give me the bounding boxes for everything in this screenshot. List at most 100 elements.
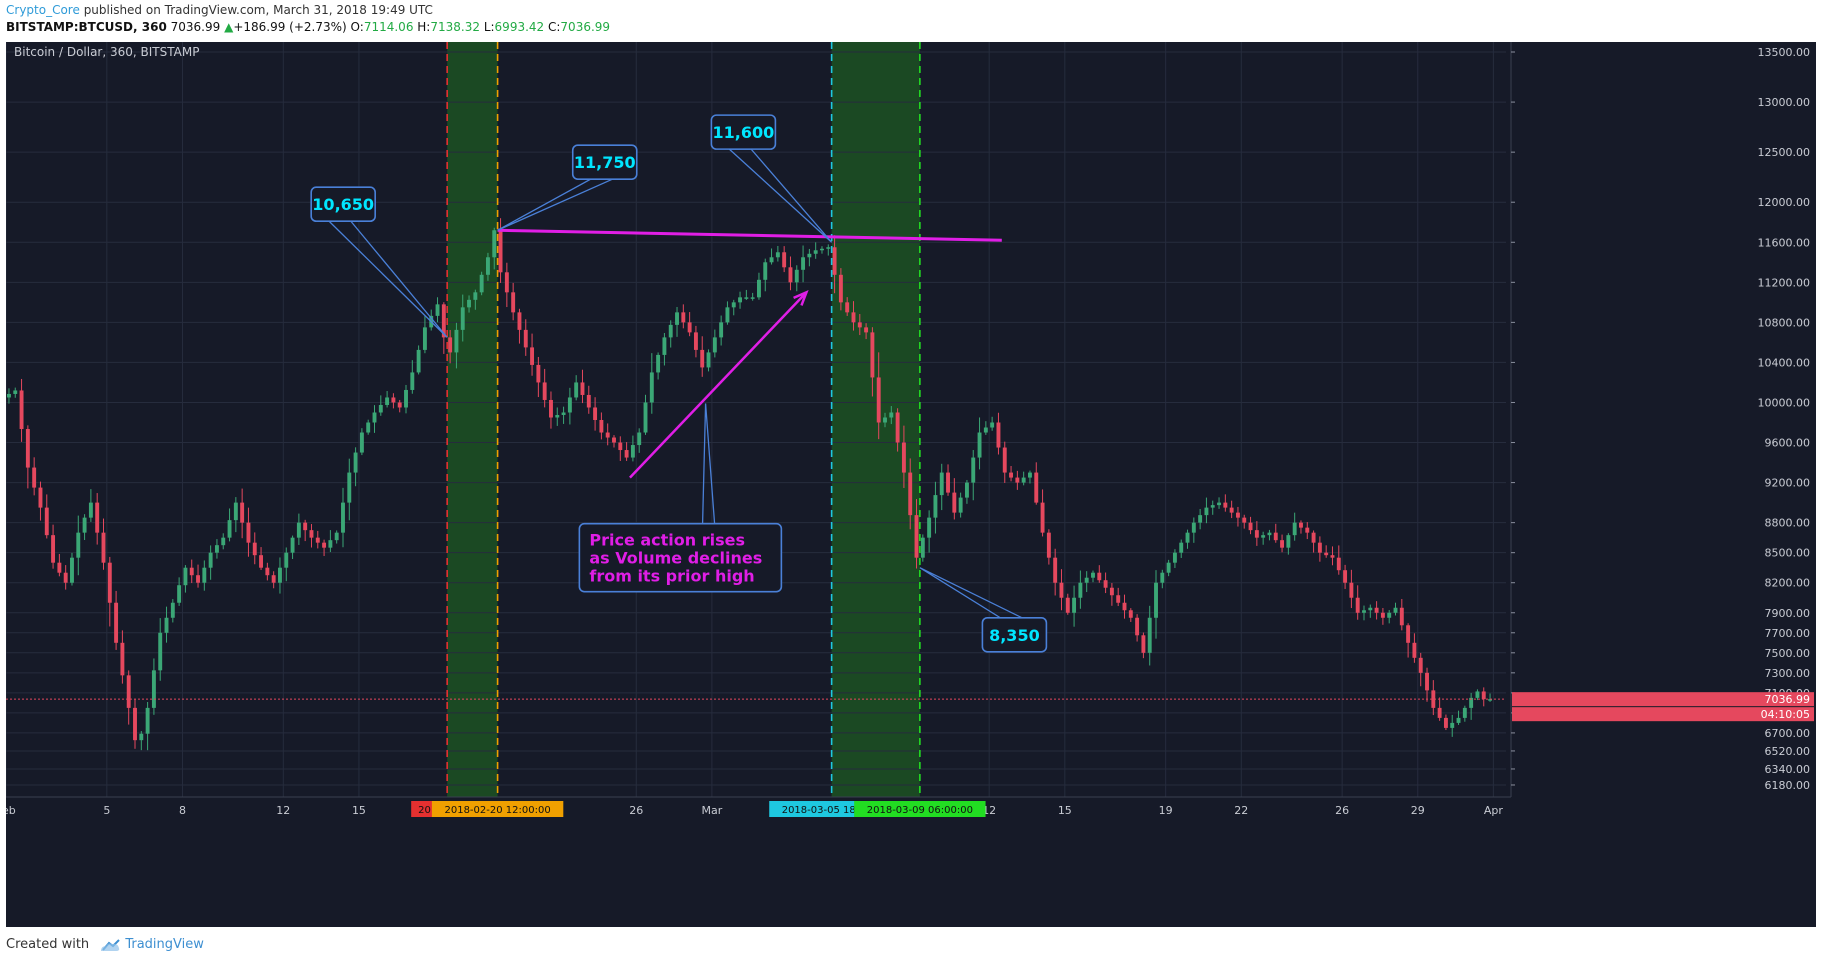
candle-body <box>1185 532 1190 543</box>
callout-label: 10,650 <box>312 195 374 214</box>
time-tick-label: 15 <box>1058 804 1072 817</box>
candle-body <box>1437 707 1442 718</box>
candle-body <box>1248 522 1253 531</box>
candle-body <box>1217 502 1221 506</box>
price-tick-label: 10400.00 <box>1758 356 1811 369</box>
marker-date-label: 2018-02-20 12:00:00 <box>444 805 550 816</box>
candle-body <box>309 530 314 538</box>
up-arrow-icon: ▲ <box>224 20 234 34</box>
candle-body <box>1135 617 1140 636</box>
candle-body <box>1154 582 1158 618</box>
footer: Created with TradingView <box>6 937 204 952</box>
candle-body <box>662 337 667 355</box>
candle-body <box>1065 597 1070 613</box>
countdown-tag-label: 04:10:05 <box>1761 708 1810 721</box>
tradingview-link[interactable]: TradingView <box>125 937 204 952</box>
candle-body <box>788 267 793 283</box>
candle-body <box>1053 557 1058 583</box>
candle-body <box>1166 562 1171 573</box>
candle-body <box>101 532 106 563</box>
candle-body <box>498 230 503 273</box>
candle-body <box>1317 542 1322 553</box>
candle-body <box>517 312 522 330</box>
candle-body <box>712 337 717 353</box>
candle-body <box>599 420 604 433</box>
candle-body <box>1418 657 1423 673</box>
note-text-line: as Volume declines <box>589 549 762 568</box>
candle-body <box>794 269 799 283</box>
candle-body <box>1475 691 1480 698</box>
candle-body <box>1336 557 1341 571</box>
candle-body <box>1488 699 1492 701</box>
candle-body <box>826 247 831 249</box>
candle-body <box>372 412 377 423</box>
price-tick-label: 7700.00 <box>1765 627 1811 640</box>
candle-body <box>454 329 459 353</box>
price-tick-label: 8500.00 <box>1765 547 1811 560</box>
candle-body <box>1368 607 1373 611</box>
marker-date-label: 2018-03-05 18:00:0 <box>782 805 882 816</box>
time-tick-label: 15 <box>352 804 366 817</box>
candle-body <box>1299 522 1303 528</box>
note-text-line: Price action rises <box>589 531 745 550</box>
candle-body <box>227 520 232 538</box>
last-price-tag-label: 7036.99 <box>1765 693 1811 706</box>
candle-body <box>700 349 705 368</box>
candle-body <box>19 390 24 430</box>
candle-body <box>782 252 787 268</box>
publish-info: Crypto_Core published on TradingView.com… <box>6 3 433 21</box>
candle-body <box>51 535 56 563</box>
candle-body <box>964 482 969 498</box>
price-tick-label: 13500.00 <box>1758 46 1811 59</box>
candle-body <box>763 262 768 280</box>
highlight-zone <box>447 42 498 797</box>
time-axis <box>6 797 1816 927</box>
candle-body <box>133 707 137 741</box>
candle-body <box>1254 530 1259 538</box>
candle-body <box>353 452 358 473</box>
candle-body <box>1286 535 1291 548</box>
candle-body <box>876 377 881 423</box>
candle-body <box>530 347 535 365</box>
candle-body <box>1021 477 1026 483</box>
candle-body <box>246 522 251 543</box>
candle-body <box>725 307 730 323</box>
candle-body <box>1399 607 1404 626</box>
quote-bar: BITSTAMP:BTCUSD, 360 7036.99 ▲+186.99 (+… <box>6 20 610 38</box>
candle-body <box>649 372 654 403</box>
candle-body <box>1456 717 1461 723</box>
candle-body <box>284 552 289 568</box>
candle-body <box>1204 507 1209 516</box>
candle-body <box>76 532 81 558</box>
price-tick-label: 12000.00 <box>1758 196 1811 209</box>
candle-body <box>467 299 471 308</box>
candle-body <box>1242 517 1247 523</box>
callout-label: 11,600 <box>713 123 775 142</box>
price-tick-label: 6340.00 <box>1765 763 1811 776</box>
candle-body <box>214 545 219 553</box>
candle-body <box>1235 512 1240 518</box>
candle-body <box>441 304 446 338</box>
candle-body <box>536 364 541 383</box>
candle-body <box>378 404 383 413</box>
last-price-tag <box>1512 692 1814 707</box>
high-value: 7138.32 <box>430 20 480 34</box>
candle-body <box>549 399 553 418</box>
candle-body <box>1349 582 1354 598</box>
candle-body <box>618 442 623 451</box>
candle-body <box>832 247 837 275</box>
candle-body <box>643 402 648 433</box>
candle-body <box>1380 612 1385 618</box>
candle-body <box>1261 535 1266 538</box>
candle-body <box>1267 532 1272 536</box>
price-chart[interactable]: 10,650 11,750 11,600 8,350 Price action rise… <box>6 42 1816 927</box>
chart-area[interactable]: 10,650 11,750 11,600 8,350 Price action rise… <box>6 42 1816 927</box>
candle-body <box>1406 625 1411 643</box>
high-label: H: <box>417 20 431 34</box>
author-link[interactable]: Crypto_Core <box>6 3 80 17</box>
candle-body <box>1109 587 1114 596</box>
candle-body <box>1355 597 1360 613</box>
chart-title: Bitcoin / Dollar, 360, BITSTAMP <box>14 45 199 59</box>
candle-body <box>1160 572 1165 583</box>
candle-body <box>1059 582 1064 598</box>
